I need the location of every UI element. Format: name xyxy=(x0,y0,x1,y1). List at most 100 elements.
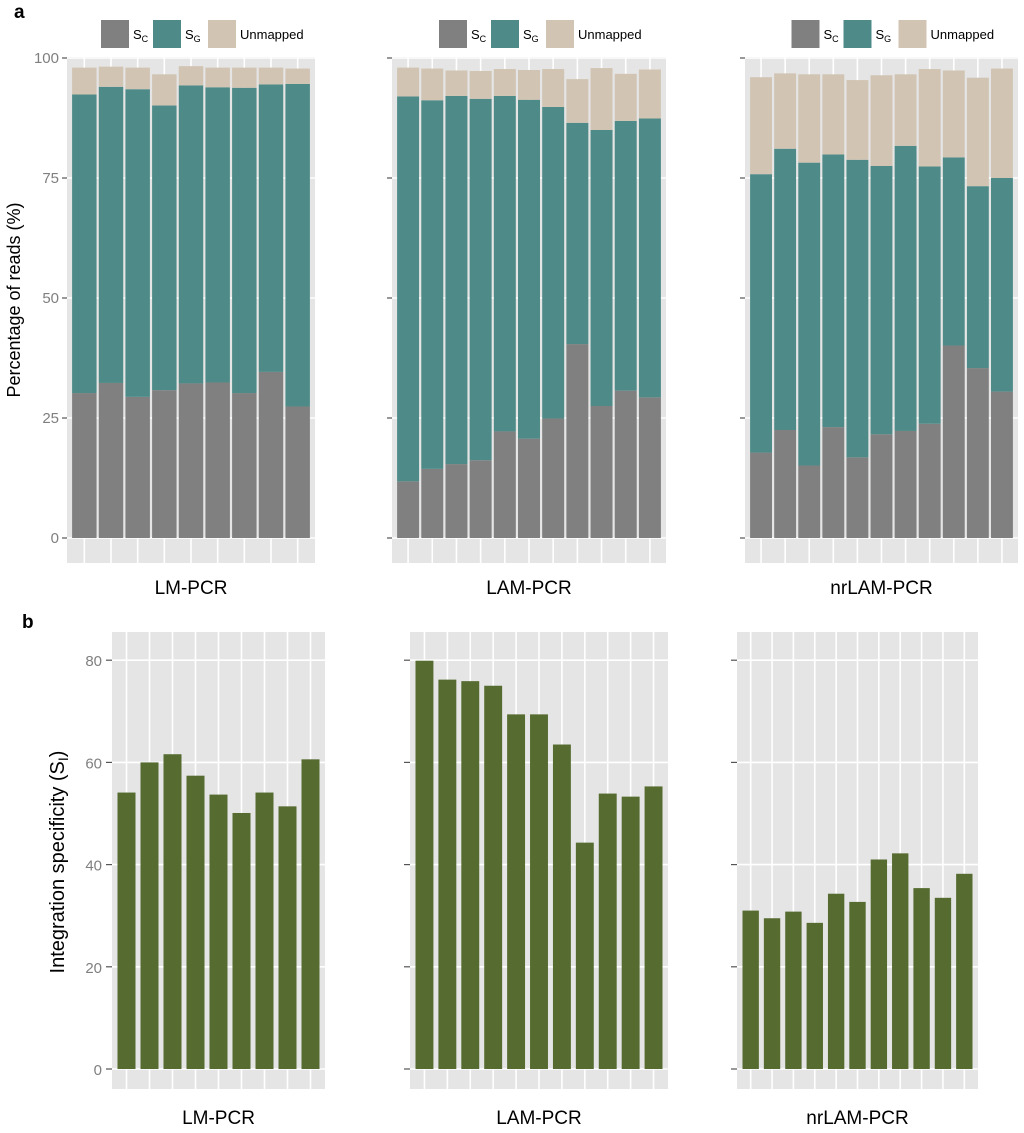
bar-sc-9 xyxy=(590,406,613,538)
bar-8 xyxy=(575,842,594,1069)
bar-sc-5 xyxy=(493,431,516,538)
bar-sc-9 xyxy=(942,345,965,538)
legend: SC SG Unmapped xyxy=(417,20,645,48)
bar-sg-4 xyxy=(152,105,177,391)
bar-sg-4 xyxy=(822,154,845,428)
panel-b-facet-nrlam-pcr: nrLAM-PCR xyxy=(731,632,978,1129)
y-tick-label: 100 xyxy=(34,50,59,67)
bar-1 xyxy=(117,792,136,1069)
bar-unmapped-2 xyxy=(98,66,124,87)
bar-unmapped-2 xyxy=(421,68,444,101)
bar-2 xyxy=(763,918,781,1069)
bar-3 xyxy=(163,754,182,1069)
bar-2 xyxy=(438,679,457,1069)
bar-5 xyxy=(507,714,526,1069)
bar-8 xyxy=(278,806,297,1069)
bar-sg-6 xyxy=(205,87,230,383)
bar-sc-2 xyxy=(98,382,124,538)
legend-label-main: S xyxy=(185,27,194,42)
bar-sc-5 xyxy=(846,457,869,538)
bar-5 xyxy=(209,794,228,1069)
bar-unmapped-6 xyxy=(518,70,540,100)
bar-unmapped-9 xyxy=(590,68,613,130)
bar-sg-7 xyxy=(232,87,257,394)
bar-sg-4 xyxy=(469,98,492,461)
bar-sg-5 xyxy=(493,95,516,432)
legend-label-main: Unmapped xyxy=(578,27,642,42)
bar-sc-3 xyxy=(445,464,468,538)
legend: SC SG Unmapped xyxy=(79,20,307,48)
bar-sc-4 xyxy=(822,427,845,538)
legend-label-main: S xyxy=(876,27,885,42)
panel-b-letter: b xyxy=(22,612,34,633)
legend-label-1: SC xyxy=(824,27,840,44)
y-tick-label: 25 xyxy=(42,410,59,427)
bar-sc-1 xyxy=(750,452,772,538)
facet-label: LAM-PCR xyxy=(496,1108,582,1129)
bar-sc-9 xyxy=(285,406,310,538)
legend-label-3: Unmapped xyxy=(240,27,304,42)
bar-unmapped-3 xyxy=(445,70,468,96)
bar-unmapped-10 xyxy=(614,73,637,121)
facet-label: LM-PCR xyxy=(182,1108,255,1129)
bar-11 xyxy=(644,786,663,1069)
bar-sg-6 xyxy=(870,166,893,435)
bar-sg-3 xyxy=(798,162,821,466)
legend-key-1 xyxy=(101,20,129,48)
bar-unmapped-4 xyxy=(469,70,492,99)
bar-sc-2 xyxy=(774,430,797,538)
bar-sc-8 xyxy=(918,423,941,538)
bar-sg-1 xyxy=(750,174,772,453)
bar-unmapped-6 xyxy=(870,75,893,166)
legend-label-2: SG xyxy=(876,27,892,44)
bar-unmapped-3 xyxy=(125,67,150,90)
panel-b-y-axis-title: Integration specificity (SI) xyxy=(47,751,71,974)
y-axis-title-tail: ) xyxy=(47,751,69,758)
legend-label-main: S xyxy=(471,27,480,42)
bar-sg-5 xyxy=(178,85,204,384)
bar-sg-7 xyxy=(542,106,565,419)
bar-7 xyxy=(255,792,274,1069)
y-axis-title-subscript: I xyxy=(55,757,71,761)
bar-7 xyxy=(870,859,888,1069)
bar-unmapped-4 xyxy=(822,74,845,155)
bar-unmapped-1 xyxy=(397,67,420,97)
y-tick-label: 0 xyxy=(51,530,59,547)
legend-label-subscript: C xyxy=(480,34,487,44)
bar-2 xyxy=(140,762,159,1069)
legend-label-3: Unmapped xyxy=(578,27,642,42)
legend-label-subscript: G xyxy=(532,34,539,44)
bar-unmapped-3 xyxy=(798,74,821,163)
bar-1 xyxy=(415,660,434,1069)
legend-key-1 xyxy=(439,20,467,48)
bar-unmapped-10 xyxy=(966,77,989,187)
bar-6 xyxy=(232,812,251,1069)
bar-3 xyxy=(461,681,480,1069)
bar-sg-6 xyxy=(518,99,540,439)
legend-label-subscript: C xyxy=(142,34,149,44)
bar-sc-11 xyxy=(638,397,661,538)
bar-sg-8 xyxy=(258,84,284,372)
bar-sc-7 xyxy=(232,393,257,538)
legend-key-2 xyxy=(491,20,519,48)
bar-7 xyxy=(552,744,571,1069)
bar-unmapped-7 xyxy=(232,67,257,88)
bar-unmapped-7 xyxy=(894,74,917,146)
legend-label-3: Unmapped xyxy=(931,27,995,42)
bar-sg-10 xyxy=(966,186,989,369)
bar-sc-1 xyxy=(397,481,420,538)
bar-sg-5 xyxy=(846,159,869,458)
bar-11 xyxy=(956,873,973,1069)
bar-sc-3 xyxy=(798,465,821,538)
bar-sg-10 xyxy=(614,120,637,391)
bar-sc-4 xyxy=(469,460,492,538)
facet-label: LAM-PCR xyxy=(486,578,572,599)
bar-5 xyxy=(827,893,845,1069)
legend-label-subscript: G xyxy=(194,34,201,44)
bar-sg-2 xyxy=(98,86,124,383)
bar-4 xyxy=(806,922,823,1069)
legend-label-main: Unmapped xyxy=(931,27,995,42)
